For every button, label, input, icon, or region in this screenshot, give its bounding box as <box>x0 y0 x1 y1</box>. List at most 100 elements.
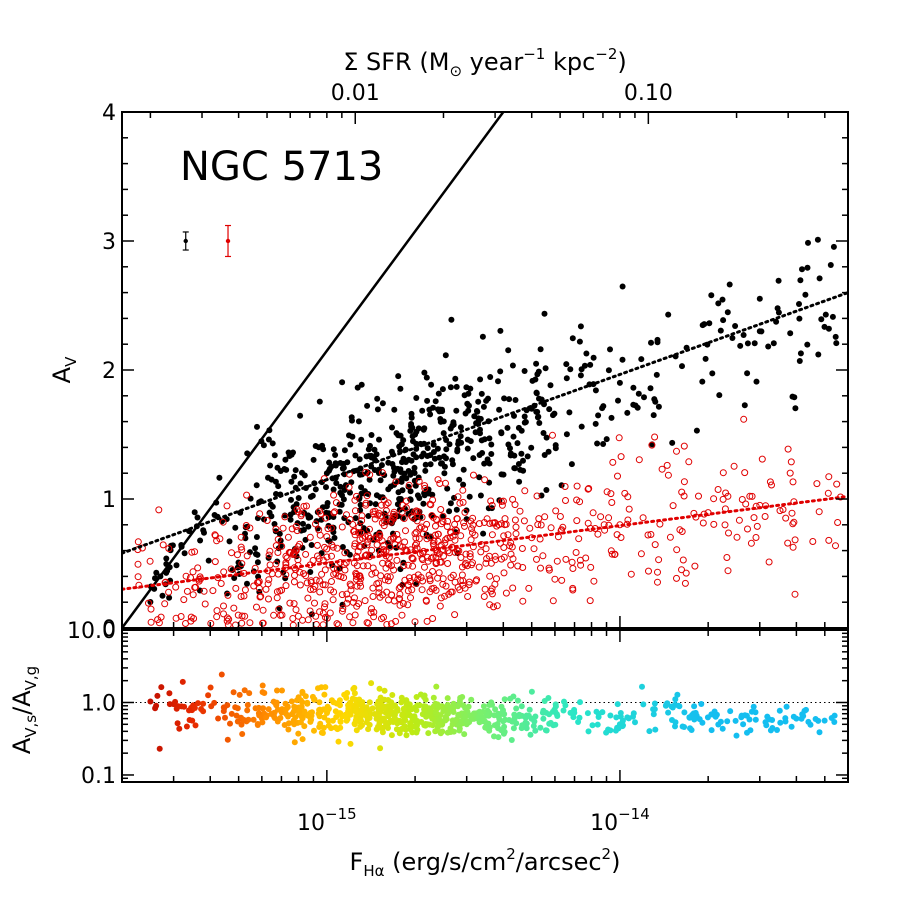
filled-point <box>292 467 299 474</box>
open-point <box>434 476 442 484</box>
open-point <box>680 492 688 500</box>
filled-point <box>265 474 271 481</box>
filled-point <box>791 394 798 401</box>
ratio-point <box>241 717 248 724</box>
open-point <box>250 582 258 590</box>
filled-point <box>352 515 359 522</box>
ratio-point <box>456 712 463 718</box>
open-point <box>673 574 680 582</box>
open-point <box>486 601 494 609</box>
ratio-point <box>437 730 444 737</box>
open-point <box>172 614 180 622</box>
filled-point <box>376 436 382 443</box>
ratio-point <box>821 717 828 724</box>
ratio-point <box>376 685 383 692</box>
filled-point <box>348 414 355 421</box>
open-point <box>309 585 317 593</box>
filled-point <box>363 453 370 460</box>
filled-point <box>449 457 456 464</box>
open-point <box>353 492 360 500</box>
filled-point <box>274 464 281 471</box>
open-point <box>172 583 180 591</box>
filled-point <box>312 486 319 493</box>
ratio-point <box>424 721 431 728</box>
open-point <box>331 508 339 516</box>
ratio-point <box>254 721 261 727</box>
filled-point <box>457 433 464 440</box>
filled-point <box>173 562 180 569</box>
filled-point <box>318 550 325 557</box>
filled-point <box>518 450 525 457</box>
open-point <box>551 575 559 583</box>
open-point <box>556 513 564 520</box>
open-point <box>605 514 613 522</box>
open-point <box>223 502 231 510</box>
open-point <box>238 560 246 568</box>
ratio-point <box>315 685 321 692</box>
open-point <box>493 575 500 583</box>
open-point <box>663 461 671 469</box>
open-point <box>456 499 464 507</box>
ratio-point <box>421 703 428 710</box>
filled-point <box>483 397 490 404</box>
open-point <box>750 514 758 522</box>
ratio-point <box>717 718 724 725</box>
ratio-point <box>356 696 363 703</box>
ratio-point <box>495 713 502 720</box>
open-point <box>439 518 447 526</box>
open-point <box>436 480 444 487</box>
bottom-y-tick-labels: 0.1 1.0 10.0 <box>67 619 116 789</box>
open-point <box>358 529 365 537</box>
open-point <box>135 581 143 589</box>
open-point <box>192 583 200 591</box>
open-point <box>369 593 377 600</box>
open-point <box>309 557 317 564</box>
open-point <box>259 606 267 614</box>
filled-point <box>804 264 811 271</box>
ratio-point <box>442 713 449 720</box>
open-point <box>357 582 365 590</box>
filled-point <box>665 311 672 318</box>
filled-point <box>487 374 494 380</box>
open-point <box>765 558 773 566</box>
open-point <box>573 517 581 525</box>
y-tick-label: 4 <box>102 101 116 126</box>
filled-point <box>421 369 428 376</box>
ratio-point <box>391 711 398 718</box>
filled-point <box>603 436 610 443</box>
filled-point <box>453 383 460 390</box>
ratio-point <box>516 711 523 718</box>
ratio-point <box>347 740 354 747</box>
filled-point <box>486 435 493 442</box>
filled-point <box>796 315 803 322</box>
open-point <box>307 579 315 586</box>
open-point <box>237 533 245 541</box>
filled-point <box>522 419 529 425</box>
open-point <box>440 552 447 560</box>
ratio-point <box>540 715 547 722</box>
open-point <box>333 544 341 552</box>
ratio-point <box>486 702 493 708</box>
filled-point <box>533 360 540 367</box>
ratio-point <box>234 718 241 725</box>
open-point <box>368 546 376 554</box>
open-point <box>569 565 577 572</box>
filled-point <box>166 594 173 601</box>
open-point <box>459 486 467 494</box>
filled-point <box>567 366 574 373</box>
filled-point <box>308 611 315 618</box>
ratio-point <box>646 728 653 735</box>
filled-point <box>470 455 477 462</box>
ratio-point <box>234 705 241 712</box>
open-point <box>377 501 385 509</box>
ratio-point <box>227 720 233 727</box>
filled-point <box>648 339 654 346</box>
open-point <box>603 488 611 496</box>
open-point <box>401 538 409 546</box>
filled-point <box>477 415 484 422</box>
open-point <box>217 580 225 587</box>
filled-point <box>295 495 302 501</box>
open-point <box>412 528 420 536</box>
open-point <box>509 584 517 592</box>
ratio-point <box>302 693 309 700</box>
